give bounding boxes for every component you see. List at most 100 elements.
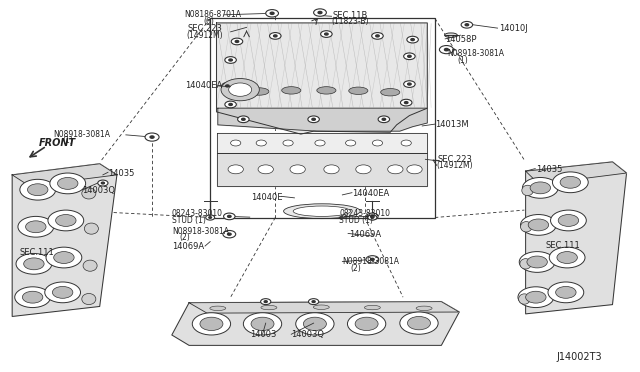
Ellipse shape (522, 185, 533, 196)
Circle shape (522, 177, 558, 198)
Circle shape (408, 83, 411, 85)
Circle shape (225, 101, 236, 108)
Text: (2): (2) (350, 264, 361, 273)
Circle shape (264, 301, 268, 302)
Text: (14912M): (14912M) (436, 161, 473, 170)
Circle shape (52, 286, 73, 298)
Circle shape (372, 140, 383, 146)
Circle shape (26, 221, 46, 233)
Circle shape (372, 33, 383, 39)
Circle shape (48, 210, 84, 231)
Circle shape (518, 287, 554, 308)
Circle shape (296, 313, 334, 335)
Text: SEC.223: SEC.223 (438, 155, 472, 164)
Ellipse shape (210, 306, 226, 311)
Text: 14040E: 14040E (251, 193, 282, 202)
Circle shape (558, 215, 579, 227)
Text: J14002T3: J14002T3 (556, 352, 602, 362)
Circle shape (552, 172, 588, 193)
Circle shape (371, 215, 374, 217)
Text: 14035: 14035 (536, 165, 562, 174)
Ellipse shape (82, 294, 96, 305)
Text: N08918-3081A: N08918-3081A (342, 257, 399, 266)
Circle shape (50, 173, 86, 194)
Circle shape (229, 103, 232, 106)
Ellipse shape (364, 305, 380, 310)
Circle shape (408, 55, 411, 57)
Polygon shape (12, 164, 117, 317)
Circle shape (550, 210, 586, 231)
Circle shape (270, 12, 274, 15)
Circle shape (348, 313, 386, 335)
Circle shape (324, 165, 339, 174)
Circle shape (226, 85, 229, 87)
Text: SEC.111: SEC.111 (545, 241, 580, 250)
Ellipse shape (84, 223, 99, 234)
Ellipse shape (250, 88, 269, 95)
Circle shape (376, 35, 379, 37)
Polygon shape (12, 164, 117, 186)
Ellipse shape (82, 188, 96, 199)
Circle shape (223, 213, 235, 220)
Ellipse shape (416, 306, 432, 311)
Text: N08918-3081A: N08918-3081A (448, 49, 505, 58)
Circle shape (404, 81, 415, 87)
Text: SEC.111: SEC.111 (20, 248, 54, 257)
Text: N08918-3081A: N08918-3081A (53, 129, 110, 139)
Text: 14013M: 14013M (435, 121, 468, 129)
Ellipse shape (520, 259, 531, 269)
Circle shape (98, 180, 108, 186)
Text: 14040EA: 14040EA (352, 189, 389, 198)
Ellipse shape (284, 204, 360, 219)
Ellipse shape (261, 305, 277, 310)
Polygon shape (216, 153, 428, 186)
Circle shape (22, 291, 43, 303)
Circle shape (312, 118, 316, 120)
Circle shape (58, 177, 78, 189)
Circle shape (18, 217, 54, 237)
Text: SEC.223: SEC.223 (187, 24, 222, 33)
Circle shape (260, 299, 271, 305)
Ellipse shape (381, 89, 400, 96)
Circle shape (223, 231, 236, 238)
Circle shape (237, 116, 249, 123)
Text: 14003Q: 14003Q (83, 186, 115, 195)
Text: FRONT: FRONT (39, 138, 76, 148)
Circle shape (230, 140, 241, 146)
Ellipse shape (518, 294, 530, 304)
Circle shape (556, 286, 576, 298)
Polygon shape (525, 162, 627, 184)
Text: 08243-83010: 08243-83010 (172, 209, 223, 218)
Circle shape (209, 217, 211, 218)
Text: 14069A: 14069A (172, 241, 204, 250)
Circle shape (318, 12, 322, 14)
Circle shape (560, 176, 580, 188)
Circle shape (236, 41, 239, 42)
Circle shape (200, 317, 223, 331)
Polygon shape (172, 302, 460, 345)
Circle shape (46, 247, 82, 268)
Text: 14040EA: 14040EA (184, 81, 222, 90)
Polygon shape (216, 133, 428, 153)
Circle shape (16, 253, 52, 274)
Circle shape (228, 215, 231, 217)
Circle shape (321, 31, 332, 37)
Circle shape (243, 313, 282, 335)
Circle shape (315, 140, 325, 146)
Circle shape (378, 116, 390, 123)
Circle shape (407, 36, 419, 43)
Text: (1): (1) (62, 136, 73, 145)
Ellipse shape (314, 305, 329, 310)
Circle shape (400, 312, 438, 334)
Circle shape (101, 182, 104, 184)
Ellipse shape (293, 206, 351, 217)
Circle shape (229, 59, 232, 61)
Circle shape (15, 287, 51, 308)
Text: (14912M): (14912M) (186, 31, 223, 40)
Circle shape (366, 256, 379, 263)
Circle shape (28, 184, 48, 196)
Circle shape (256, 140, 266, 146)
Text: 14035: 14035 (108, 169, 134, 177)
Text: 14010J: 14010J (499, 24, 527, 33)
Circle shape (371, 217, 374, 218)
